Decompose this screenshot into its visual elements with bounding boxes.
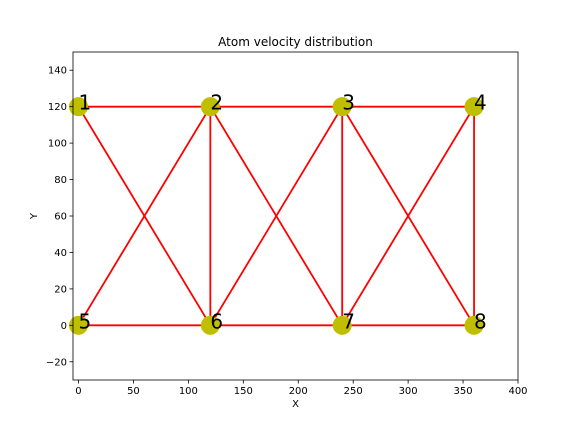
x-tick-label: 50 <box>127 386 140 397</box>
x-tick-label: 0 <box>75 386 81 397</box>
y-tick-label: 20 <box>54 284 67 295</box>
x-tick-label: 100 <box>179 386 198 397</box>
x-axis-ticks: 0 50 100 150 200 250 300 350 400 <box>75 380 528 397</box>
node-label-8: 8 <box>474 309 487 333</box>
node-label-4: 4 <box>474 91 487 115</box>
node-4 <box>464 97 484 117</box>
y-tick-label: 0 <box>61 321 67 332</box>
node-labels-layer: 1 2 3 4 5 6 7 8 <box>78 91 486 334</box>
node-label-3: 3 <box>342 91 355 115</box>
edge-5-2 <box>77 106 212 326</box>
node-label-6: 6 <box>210 309 223 333</box>
node-2 <box>200 97 220 117</box>
node-label-7: 7 <box>342 309 355 333</box>
node-5 <box>68 315 88 335</box>
y-tick-label: 140 <box>48 66 67 77</box>
x-tick-label: 350 <box>454 386 473 397</box>
nodes-layer <box>68 97 484 335</box>
y-tick-label: 120 <box>48 102 67 113</box>
edge-6-3 <box>209 106 343 326</box>
y-tick-label: 100 <box>48 139 67 150</box>
node-7 <box>332 315 352 335</box>
chart-title: Atom velocity distribution <box>218 35 373 49</box>
y-tick-label: 60 <box>54 212 67 223</box>
node-6 <box>200 315 220 335</box>
node-label-1: 1 <box>78 91 91 115</box>
edge-7-4 <box>341 106 475 326</box>
y-tick-label: 80 <box>54 175 67 186</box>
node-1 <box>68 97 88 117</box>
y-tick-label: −20 <box>46 357 67 368</box>
x-tick-label: 300 <box>399 386 418 397</box>
x-tick-label: 150 <box>234 386 253 397</box>
x-tick-label: 400 <box>508 386 527 397</box>
node-3 <box>332 97 352 117</box>
node-8 <box>464 315 484 335</box>
x-axis-label: X <box>292 399 299 410</box>
plot-frame <box>72 51 519 381</box>
y-tick-label: 40 <box>54 248 67 259</box>
y-axis-ticks: −20 0 20 40 60 80 100 120 140 <box>46 66 73 368</box>
node-label-2: 2 <box>210 91 223 115</box>
y-axis-label: Y <box>29 212 40 220</box>
node-label-5: 5 <box>78 309 91 333</box>
edges-layer <box>77 105 475 327</box>
x-tick-label: 200 <box>289 386 308 397</box>
x-tick-label: 250 <box>344 386 363 397</box>
